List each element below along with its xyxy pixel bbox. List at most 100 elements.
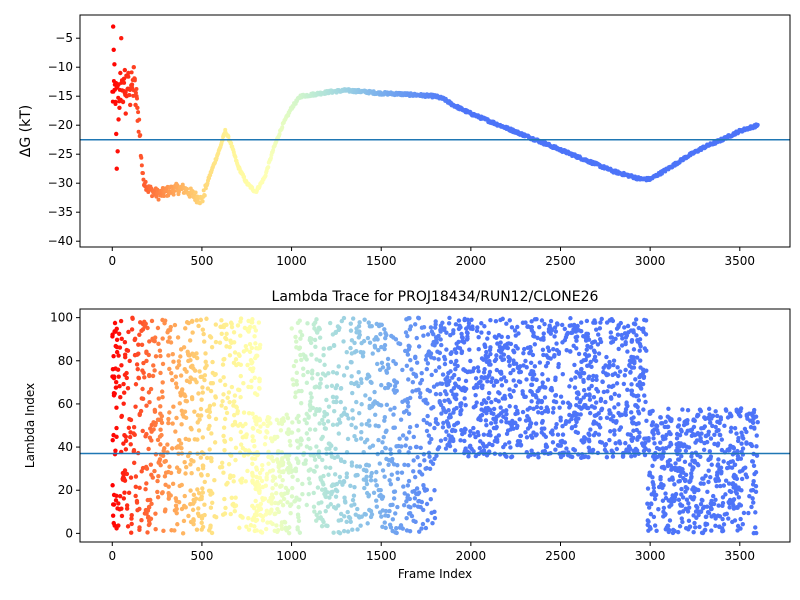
lambda-point (650, 408, 655, 414)
lambda-point (683, 431, 689, 436)
lambda-point (173, 374, 178, 379)
lambda-point (366, 374, 372, 379)
lambda-point (140, 396, 146, 402)
lambda-point (149, 429, 154, 434)
lambda-point (612, 432, 617, 437)
lambda-point (372, 389, 377, 395)
lambda-point (344, 365, 350, 371)
lambda-point (224, 336, 229, 342)
lambda-point (231, 330, 237, 335)
lambda-point (262, 442, 268, 447)
lambda-point (570, 454, 575, 460)
lambda-point (266, 461, 271, 466)
lambda-point (703, 473, 708, 479)
lambda-point (492, 358, 498, 364)
lambda-point (211, 402, 217, 407)
lambda-point (288, 443, 293, 448)
lambda-point (730, 445, 736, 450)
lambda-point (331, 343, 337, 348)
lambda-point (608, 411, 613, 416)
lambda-point (616, 402, 621, 407)
lambda-point (507, 440, 512, 445)
lambda-point (661, 505, 667, 511)
lambda-point (379, 360, 385, 366)
lambda-point (388, 447, 393, 452)
lambda-point (392, 390, 398, 395)
lambda-point (597, 425, 603, 430)
delta-g-point (126, 74, 131, 79)
lambda-point (176, 359, 182, 364)
lambda-point (274, 491, 279, 496)
lambda-point (583, 335, 588, 340)
lambda-point (196, 391, 201, 396)
lambda-point (425, 361, 431, 366)
lambda-point (110, 437, 115, 443)
lambda-point (134, 500, 140, 505)
lambda-point (544, 444, 550, 450)
lambda-point (345, 529, 351, 534)
lambda-point (441, 420, 446, 426)
lambda-point (329, 454, 335, 459)
lambda-point (239, 480, 244, 485)
lambda-point (489, 379, 494, 384)
lambda-point (679, 486, 684, 492)
lambda-point (213, 416, 219, 422)
lambda-point (238, 373, 243, 379)
lambda-point (426, 433, 432, 438)
lambda-point (589, 383, 594, 389)
lambda-point (406, 377, 411, 382)
lambda-point (613, 441, 618, 446)
lambda-point (507, 318, 512, 323)
lambda-point (357, 411, 362, 416)
lambda-point (511, 378, 516, 383)
lambda-point (408, 445, 413, 451)
lambda-point (220, 399, 225, 404)
lambda-point (426, 349, 432, 354)
lambda-point (470, 324, 475, 329)
lambda-point (730, 459, 735, 464)
lambda-point (623, 367, 628, 373)
lambda-point (637, 380, 642, 385)
lambda-point (607, 364, 612, 369)
lambda-point (178, 393, 183, 398)
lambda-point (539, 426, 545, 431)
lambda-point (496, 433, 502, 438)
lambda-point (140, 428, 145, 434)
lambda-point (652, 457, 657, 462)
lambda-point (406, 343, 411, 348)
lambda-point (131, 424, 137, 430)
lambda-point (637, 348, 642, 353)
lambda-point (634, 333, 639, 338)
lambda-point (279, 421, 285, 427)
lambda-point (486, 330, 491, 336)
lambda-point (243, 479, 248, 484)
lambda-point (433, 319, 438, 324)
lambda-point (220, 362, 226, 367)
lambda-point (407, 529, 413, 534)
lambda-point (490, 442, 495, 448)
lambda-point (286, 530, 292, 536)
lambda-point (577, 371, 582, 376)
lambda-point (183, 436, 188, 442)
lambda-point (306, 491, 311, 497)
lambda-point (375, 401, 380, 406)
lambda-point (425, 387, 430, 393)
lambda-point (326, 441, 332, 446)
lambda-point (340, 482, 345, 487)
lambda-point (629, 410, 634, 415)
lambda-point (285, 500, 290, 505)
lambda-point (337, 420, 343, 425)
lambda-point (466, 369, 472, 374)
lambda-point (507, 363, 512, 368)
lambda-point (199, 520, 204, 526)
lambda-point (536, 410, 541, 415)
lambda-point (293, 394, 298, 400)
lambda-point (465, 449, 470, 454)
lambda-point (573, 335, 578, 340)
lambda-point (184, 320, 190, 325)
lambda-point (308, 340, 314, 346)
lambda-point (384, 402, 390, 408)
lambda-point (619, 412, 625, 418)
lambda-point (541, 331, 546, 336)
lambda-point (449, 436, 454, 442)
